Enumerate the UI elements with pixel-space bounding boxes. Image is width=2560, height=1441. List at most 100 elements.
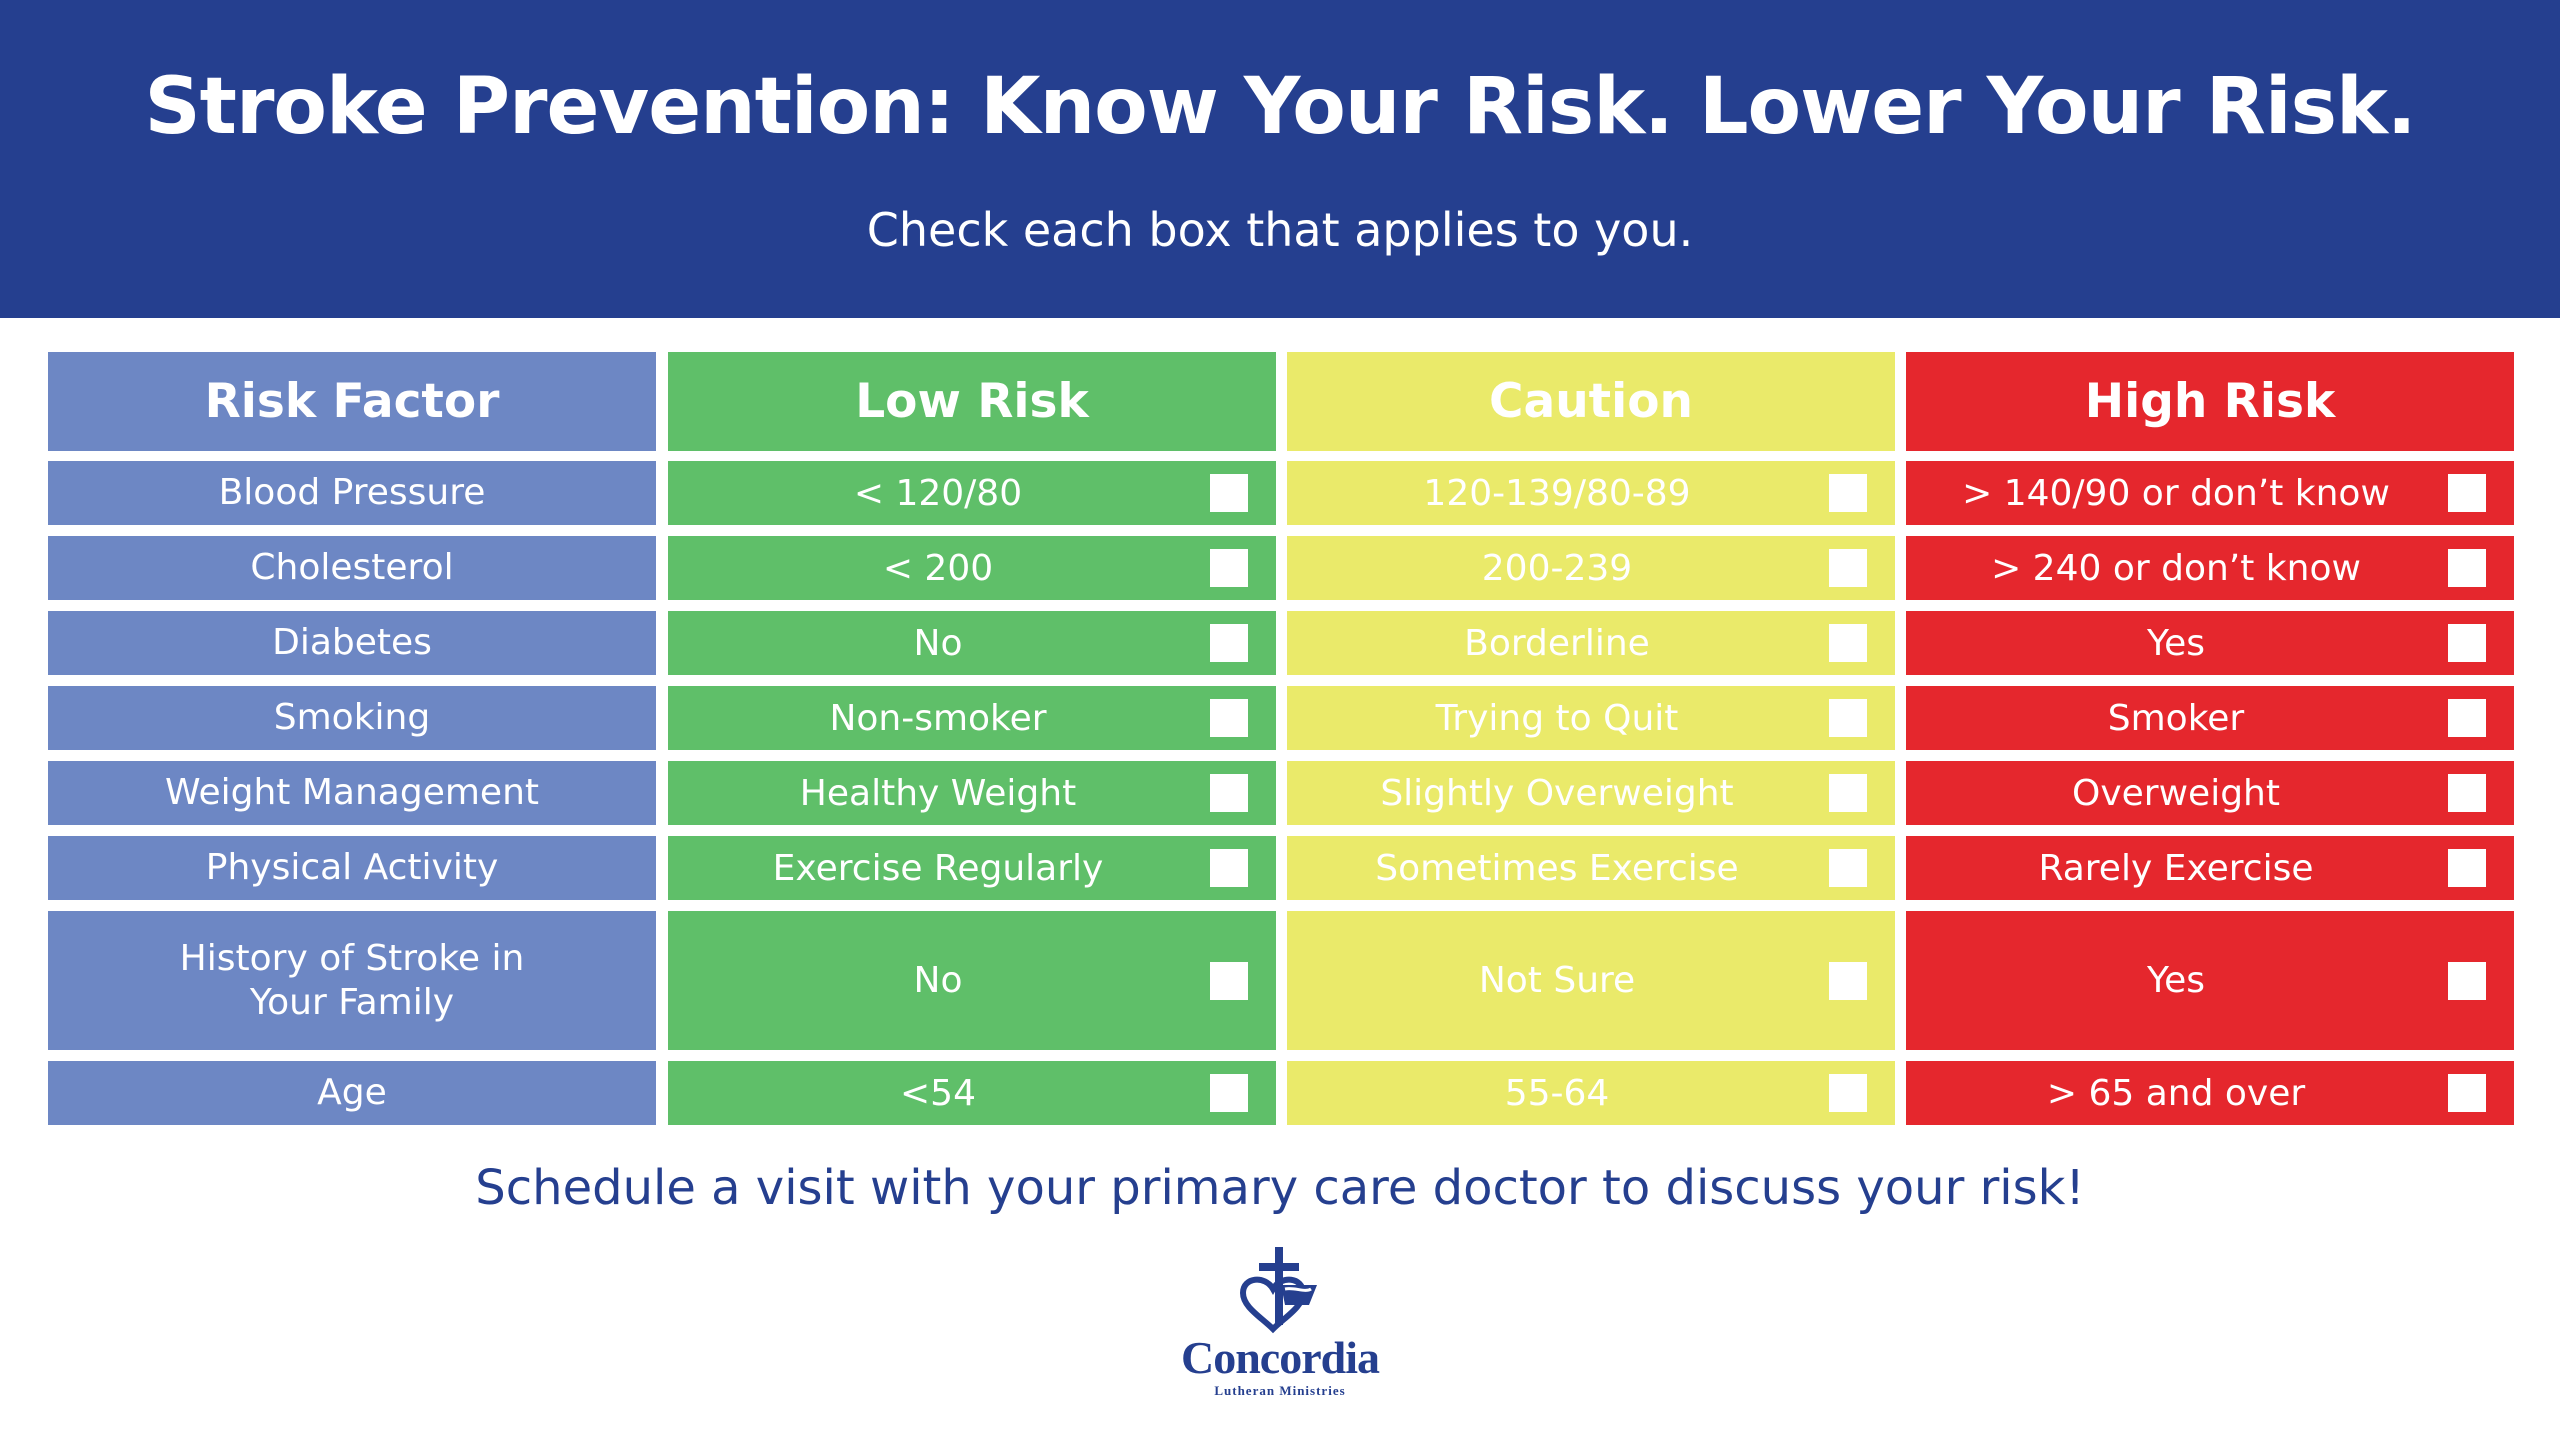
low-risk-value: <54 (900, 1072, 976, 1114)
caution-risk-value: 55-64 (1504, 1072, 1610, 1114)
low-risk-cell: No (668, 611, 1276, 675)
high-risk-checkbox[interactable] (2448, 961, 2486, 1000)
caution-risk-cell: Slightly Overweight (1287, 761, 1895, 825)
high-risk-cell: Yes (1906, 911, 2514, 1050)
low-risk-checkbox[interactable] (1210, 774, 1248, 812)
high-risk-value: Rarely Exercise (2038, 847, 2314, 889)
low-risk-cell: Healthy Weight (668, 761, 1276, 825)
caution-risk-cell: 55-64 (1287, 1061, 1895, 1125)
high-risk-checkbox[interactable] (2448, 624, 2486, 662)
header-banner: Stroke Prevention: Know Your Risk. Lower… (0, 0, 2560, 318)
caution-risk-checkbox[interactable] (1829, 774, 1867, 812)
high-risk-checkbox[interactable] (2448, 699, 2486, 737)
low-risk-value: No (913, 622, 963, 664)
high-risk-value: Smoker (2107, 697, 2245, 739)
logo-wordmark: Concordia (1181, 1332, 1380, 1383)
high-risk-cell: Smoker (1906, 686, 2514, 750)
low-risk-cell: <54 (668, 1061, 1276, 1125)
column-header-high: High Risk (1906, 352, 2514, 451)
risk-factor-cell: Cholesterol (48, 536, 656, 600)
caution-risk-checkbox[interactable] (1829, 1074, 1867, 1112)
high-risk-value: Overweight (2072, 772, 2280, 814)
caution-risk-value: Not Sure (1478, 960, 1636, 1001)
low-risk-checkbox[interactable] (1210, 961, 1248, 1000)
logo-subtitle: Lutheran Ministries (1214, 1383, 1346, 1398)
caution-risk-cell: Sometimes Exercise (1287, 836, 1895, 900)
caution-risk-checkbox[interactable] (1829, 549, 1867, 587)
high-risk-value: > 140/90 or don’t know (1962, 472, 2390, 514)
high-risk-value: Yes (2146, 960, 2206, 1001)
high-risk-cell: Yes (1906, 611, 2514, 675)
high-risk-cell: > 65 and over (1906, 1061, 2514, 1125)
risk-factor-label: Weight Management (164, 772, 539, 813)
caution-risk-checkbox[interactable] (1829, 624, 1867, 662)
low-risk-checkbox[interactable] (1210, 699, 1248, 737)
column-header-factor: Risk Factor (48, 352, 656, 451)
caution-risk-value: 200-239 (1481, 547, 1633, 589)
risk-factor-label: Physical Activity (205, 847, 499, 888)
low-risk-cell: < 200 (668, 536, 1276, 600)
low-risk-cell: Non-smoker (668, 686, 1276, 750)
high-risk-value: > 65 and over (2046, 1072, 2306, 1114)
low-risk-cell: < 120/80 (668, 461, 1276, 525)
caution-risk-checkbox[interactable] (1829, 961, 1867, 1000)
high-risk-cell: Overweight (1906, 761, 2514, 825)
column-header-caution: Caution (1287, 352, 1895, 451)
low-risk-cell: Exercise Regularly (668, 836, 1276, 900)
footer-note: Schedule a visit with your primary care … (475, 1160, 2085, 1216)
low-risk-value: No (913, 960, 963, 1001)
risk-factor-cell: Physical Activity (48, 836, 656, 900)
risk-factor-label: Smoking (273, 697, 431, 738)
high-risk-checkbox[interactable] (2448, 549, 2486, 587)
risk-factor-cell: Smoking (48, 686, 656, 750)
low-risk-value: Exercise Regularly (772, 847, 1104, 889)
caution-risk-value: Sometimes Exercise (1375, 847, 1739, 889)
page-subtitle: Check each box that applies to you. (866, 203, 1694, 257)
low-risk-value: < 200 (882, 547, 994, 589)
caution-risk-checkbox[interactable] (1829, 699, 1867, 737)
high-risk-cell: Rarely Exercise (1906, 836, 2514, 900)
caution-risk-value: 120-139/80-89 (1423, 472, 1691, 514)
risk-factor-cell: Diabetes (48, 611, 656, 675)
low-risk-value: Non-smoker (829, 697, 1047, 739)
high-risk-value: > 240 or don’t know (1991, 547, 2361, 589)
caution-risk-cell: 200-239 (1287, 536, 1895, 600)
page-title: Stroke Prevention: Know Your Risk. Lower… (144, 62, 2416, 152)
caution-risk-value: Borderline (1464, 622, 1650, 664)
risk-factor-cell: Weight Management (48, 761, 656, 825)
risk-factor-label: Blood Pressure (218, 472, 486, 513)
risk-factor-label: History of Stroke in Your Family (179, 937, 525, 1023)
low-risk-value: Healthy Weight (799, 772, 1077, 814)
low-risk-checkbox[interactable] (1210, 1074, 1248, 1112)
risk-factor-label: Age (317, 1072, 387, 1113)
caution-risk-checkbox[interactable] (1829, 849, 1867, 887)
caution-risk-value: Trying to Quit (1435, 697, 1679, 739)
cross-heart-icon (1239, 1247, 1317, 1334)
high-risk-checkbox[interactable] (2448, 1074, 2486, 1112)
caution-risk-cell: Borderline (1287, 611, 1895, 675)
high-risk-cell: > 140/90 or don’t know (1906, 461, 2514, 525)
caution-risk-cell: Trying to Quit (1287, 686, 1895, 750)
low-risk-checkbox[interactable] (1210, 549, 1248, 587)
high-risk-cell: > 240 or don’t know (1906, 536, 2514, 600)
low-risk-checkbox[interactable] (1210, 474, 1248, 512)
low-risk-cell: No (668, 911, 1276, 1050)
risk-factor-label: Cholesterol (250, 547, 454, 588)
high-risk-checkbox[interactable] (2448, 849, 2486, 887)
column-header-low: Low Risk (668, 352, 1276, 451)
risk-factor-cell: Age (48, 1061, 656, 1125)
high-risk-value: Yes (2146, 622, 2206, 664)
risk-factor-cell: History of Stroke in Your Family (48, 911, 656, 1050)
caution-risk-cell: Not Sure (1287, 911, 1895, 1050)
low-risk-checkbox[interactable] (1210, 849, 1248, 887)
high-risk-checkbox[interactable] (2448, 774, 2486, 812)
concordia-logo: Concordia Lutheran Ministries (1175, 1245, 1385, 1405)
caution-risk-checkbox[interactable] (1829, 474, 1867, 512)
low-risk-checkbox[interactable] (1210, 624, 1248, 662)
caution-risk-value: Slightly Overweight (1380, 772, 1734, 814)
low-risk-value: < 120/80 (853, 472, 1023, 514)
risk-factor-label: Diabetes (272, 622, 432, 663)
high-risk-checkbox[interactable] (2448, 474, 2486, 512)
caution-risk-cell: 120-139/80-89 (1287, 461, 1895, 525)
risk-factor-cell: Blood Pressure (48, 461, 656, 525)
